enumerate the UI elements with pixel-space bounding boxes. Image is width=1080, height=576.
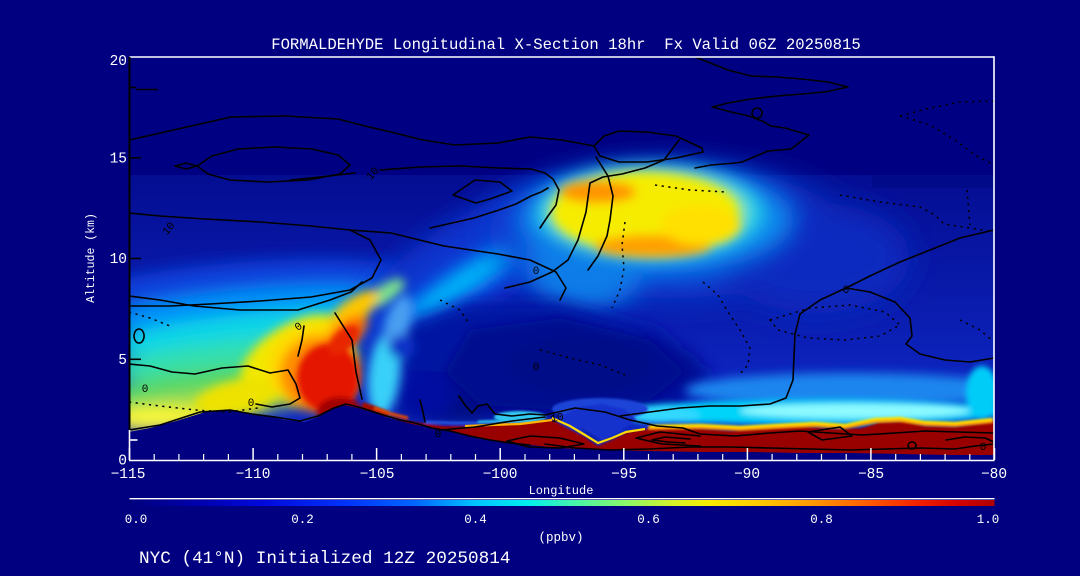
svg-text:FORMALDEHYDE Longitudinal X-Se: FORMALDEHYDE Longitudinal X-Section 18hr… (271, 36, 861, 54)
svg-text:0.6: 0.6 (637, 513, 660, 527)
svg-text:0: 0 (142, 384, 149, 396)
svg-text:0: 0 (533, 266, 540, 278)
svg-text:0.4: 0.4 (464, 513, 487, 527)
svg-text:NYC (41°N) Initialized 12Z 202: NYC (41°N) Initialized 12Z 20250814 (139, 549, 511, 569)
svg-text:0.0: 0.0 (125, 513, 148, 527)
svg-text:1.0: 1.0 (977, 513, 1000, 527)
svg-text:−110: −110 (236, 467, 271, 483)
svg-text:Altitude (km): Altitude (km) (85, 213, 98, 303)
svg-text:0.2: 0.2 (291, 513, 314, 527)
svg-text:10: 10 (550, 412, 566, 427)
svg-text:−100: −100 (483, 467, 518, 483)
svg-text:0: 0 (843, 285, 850, 297)
svg-text:0.8: 0.8 (810, 513, 833, 527)
svg-text:10: 10 (110, 252, 127, 268)
svg-text:−90: −90 (734, 467, 760, 483)
svg-text:−105: −105 (360, 467, 395, 483)
svg-text:0: 0 (434, 428, 443, 441)
svg-text:15: 15 (110, 151, 127, 167)
svg-text:−95: −95 (611, 467, 637, 483)
svg-text:(ppbv): (ppbv) (538, 531, 583, 545)
svg-text:0: 0 (248, 398, 255, 410)
svg-text:−115: −115 (111, 467, 146, 483)
svg-text:5: 5 (118, 353, 127, 369)
svg-text:−80: −80 (981, 467, 1007, 483)
svg-text:0: 0 (980, 442, 987, 454)
svg-text:20: 20 (110, 54, 127, 70)
svg-text:Longitude: Longitude (529, 484, 594, 498)
svg-text:0: 0 (118, 454, 127, 470)
svg-text:0: 0 (533, 362, 540, 374)
svg-text:−85: −85 (858, 467, 884, 483)
